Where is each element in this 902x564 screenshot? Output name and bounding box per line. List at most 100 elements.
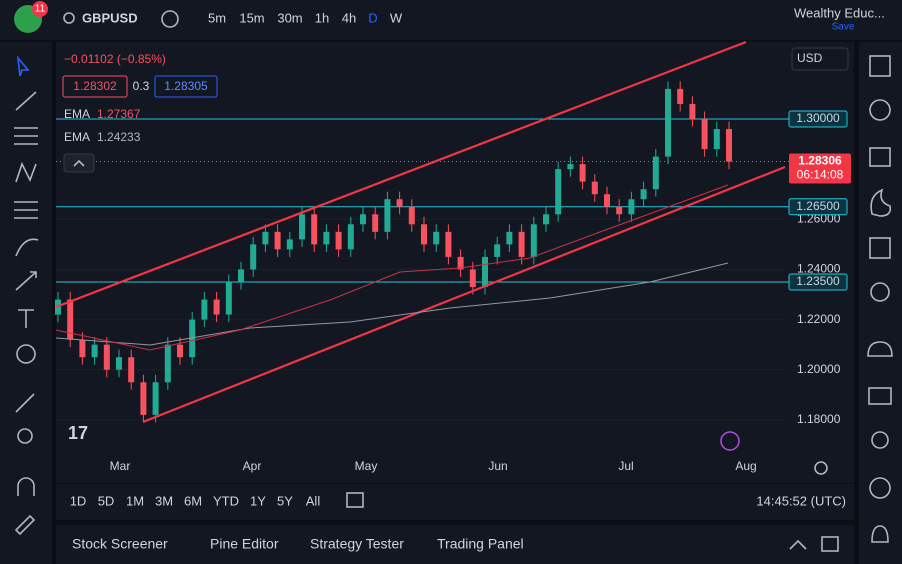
- account[interactable]: Wealthy Educ...: [794, 5, 885, 20]
- candle-body: [506, 231, 513, 245]
- candle-body: [518, 231, 525, 257]
- ask-box[interactable]: [154, 75, 218, 98]
- x-tick-label: Jul: [618, 459, 633, 473]
- alerts[interactable]: [869, 99, 891, 121]
- candle-body: [335, 231, 342, 250]
- notifications-help[interactable]: [871, 431, 889, 449]
- ideas[interactable]: [870, 282, 890, 302]
- ema-name: EMA: [64, 107, 90, 121]
- candle-body: [421, 224, 427, 245]
- candle-body: [689, 103, 696, 119]
- brush-tool[interactable]: [15, 238, 39, 257]
- interval[interactable]: 1h: [315, 10, 329, 25]
- level-label: 1.23500: [796, 274, 840, 288]
- search-icon[interactable]: [63, 12, 75, 24]
- maximize-panel[interactable]: [821, 536, 839, 552]
- currency-box[interactable]: [791, 47, 849, 71]
- range[interactable]: All: [306, 493, 321, 508]
- candle-body: [201, 299, 208, 320]
- calendar[interactable]: [869, 237, 891, 259]
- range[interactable]: 3M: [155, 493, 173, 508]
- cursor-tool[interactable]: [16, 55, 30, 77]
- bid: 1.28302: [73, 79, 117, 93]
- candle-body: [555, 169, 562, 215]
- lock-drawings[interactable]: [14, 514, 36, 536]
- watchlist[interactable]: [869, 55, 891, 77]
- range[interactable]: 1Y: [250, 493, 266, 508]
- candle-body: [67, 299, 74, 340]
- interval[interactable]: W: [390, 10, 403, 25]
- level-label-box: [788, 273, 848, 291]
- range[interactable]: 1M: [126, 493, 144, 508]
- date-range-icon[interactable]: [346, 492, 364, 508]
- interval[interactable]: 30m: [277, 10, 302, 25]
- arrow-tool[interactable]: [15, 271, 37, 291]
- save[interactable]: Save: [832, 22, 855, 33]
- level-label-box: [788, 198, 848, 216]
- bid-box[interactable]: [62, 75, 128, 98]
- candle-body: [262, 231, 269, 245]
- candle-body: [91, 344, 98, 358]
- candle-body: [530, 224, 537, 257]
- candle-body: [323, 231, 330, 245]
- panel-tab[interactable]: Stock Screener: [72, 536, 168, 552]
- last-price-box: [789, 153, 851, 184]
- spread: 0.3: [133, 79, 150, 93]
- panel-tab[interactable]: Pine Editor: [210, 536, 279, 552]
- text-tool[interactable]: [18, 309, 34, 328]
- prediction-tool[interactable]: [14, 201, 38, 219]
- candle-body: [567, 164, 574, 170]
- range[interactable]: YTD: [213, 493, 239, 508]
- interval[interactable]: D: [368, 10, 377, 25]
- broadcast[interactable]: [869, 477, 891, 499]
- streams[interactable]: [867, 341, 893, 357]
- notifications[interactable]: [871, 525, 889, 543]
- trendline: [142, 165, 786, 424]
- change: −0.01102 (−0.85%): [64, 52, 166, 66]
- data-window[interactable]: [869, 147, 891, 167]
- symbol[interactable]: GBPUSD: [82, 10, 138, 25]
- magnet-tool[interactable]: [17, 477, 35, 496]
- bottom-panel: [56, 525, 854, 564]
- candle-body: [311, 214, 318, 245]
- range[interactable]: 5Y: [277, 493, 293, 508]
- range[interactable]: 1D: [70, 493, 87, 508]
- news-icon[interactable]: [720, 431, 740, 451]
- candle-body: [701, 118, 708, 150]
- settings-icon[interactable]: [814, 461, 828, 475]
- fib-tool[interactable]: [14, 127, 38, 145]
- measure-tool[interactable]: [15, 393, 35, 413]
- candle-body: [494, 244, 501, 257]
- left-toolbar: [0, 42, 52, 564]
- hotlists[interactable]: [870, 188, 892, 217]
- top-bar: [0, 0, 902, 40]
- range[interactable]: 6M: [184, 493, 202, 508]
- candle-body: [372, 214, 379, 232]
- range[interactable]: 5D: [98, 493, 115, 508]
- interval[interactable]: 15m: [239, 10, 264, 25]
- line-tool[interactable]: [15, 91, 37, 111]
- y-tick-label: 1.22000: [797, 312, 841, 326]
- candle-body: [250, 244, 257, 270]
- panel-tab[interactable]: Strategy Tester: [310, 536, 404, 552]
- add-symbol[interactable]: [161, 10, 179, 28]
- drawing-tools: [14, 55, 39, 536]
- interval[interactable]: 4h: [342, 10, 356, 25]
- level-label: 1.30000: [796, 111, 840, 125]
- candle-body: [457, 256, 464, 270]
- zoom-tool[interactable]: [17, 428, 33, 444]
- emoji-tool[interactable]: [16, 344, 36, 364]
- candle-body: [116, 357, 122, 370]
- collapse-legend[interactable]: [63, 153, 95, 173]
- pattern-tool[interactable]: [15, 161, 37, 183]
- candle-body: [604, 194, 610, 207]
- expand-panel[interactable]: [789, 539, 807, 550]
- interval[interactable]: 5m: [208, 10, 226, 25]
- candle-body: [274, 231, 281, 250]
- chats[interactable]: [868, 387, 892, 405]
- x-tick-label: Jun: [488, 459, 507, 473]
- candle-body: [665, 88, 671, 157]
- panel-tab[interactable]: Trading Panel: [437, 536, 524, 552]
- candle-body: [152, 382, 159, 415]
- candle-body: [408, 206, 415, 225]
